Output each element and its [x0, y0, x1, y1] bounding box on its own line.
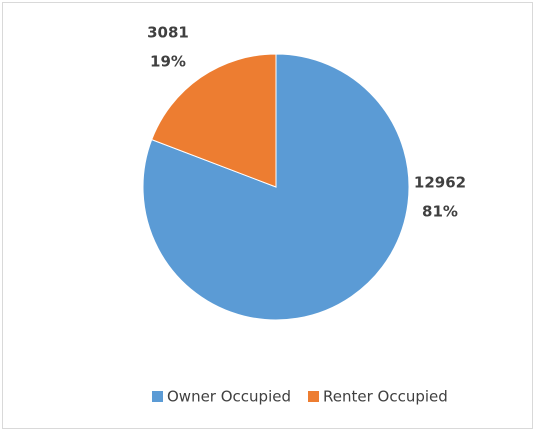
legend-swatch — [308, 391, 319, 402]
data-label: 3081 — [147, 24, 189, 42]
legend-swatch — [152, 391, 163, 402]
pie-slice — [151, 53, 277, 188]
legend-label: Owner Occupied — [167, 388, 291, 406]
data-label-percent: 81% — [422, 203, 458, 221]
legend-label: Renter Occupied — [323, 388, 448, 406]
data-label: 12962 — [414, 174, 466, 192]
data-label-percent: 19% — [150, 53, 186, 71]
